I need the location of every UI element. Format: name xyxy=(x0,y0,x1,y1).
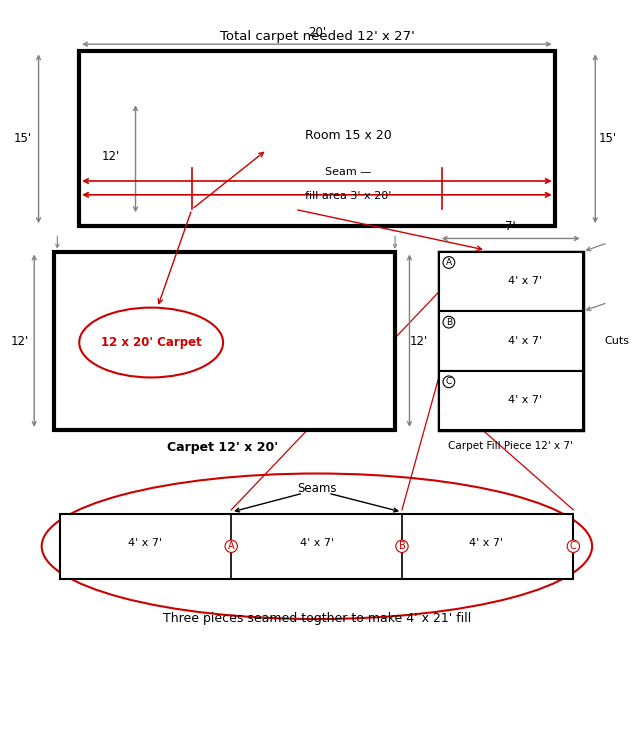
Bar xyxy=(439,252,583,430)
Text: 12': 12' xyxy=(410,335,428,347)
Ellipse shape xyxy=(79,308,223,378)
Bar xyxy=(439,311,583,371)
Text: A: A xyxy=(446,258,452,267)
Bar xyxy=(54,252,395,430)
Text: Seam —: Seam — xyxy=(325,167,371,177)
Text: 4' x 7': 4' x 7' xyxy=(469,537,503,548)
Text: Total carpet needed 12' x 27': Total carpet needed 12' x 27' xyxy=(220,29,414,43)
Bar xyxy=(439,371,583,430)
Text: B: B xyxy=(446,318,452,327)
Text: 4' x 7': 4' x 7' xyxy=(508,395,543,406)
Text: 4' x 7': 4' x 7' xyxy=(508,336,543,346)
Text: 15': 15' xyxy=(14,132,32,145)
Text: Seams: Seams xyxy=(297,481,337,495)
Text: 12 x 20' Carpet: 12 x 20' Carpet xyxy=(101,336,201,349)
Text: 20': 20' xyxy=(308,26,326,39)
Text: 12': 12' xyxy=(102,150,120,163)
Text: Carpet 12' x 20': Carpet 12' x 20' xyxy=(167,441,279,454)
Text: 7': 7' xyxy=(505,220,516,233)
Text: C: C xyxy=(446,378,452,386)
Text: 12': 12' xyxy=(11,335,29,347)
Text: A: A xyxy=(228,541,235,551)
Text: Room 15 x 20: Room 15 x 20 xyxy=(305,129,392,141)
Text: B: B xyxy=(399,541,405,551)
Text: Three pieces seamed togther to make 4' x 21' fill: Three pieces seamed togther to make 4' x… xyxy=(163,612,471,625)
Text: 15': 15' xyxy=(599,132,617,145)
Bar xyxy=(61,514,573,579)
Text: Cuts: Cuts xyxy=(604,336,629,346)
Text: C: C xyxy=(570,541,577,551)
Text: 4' x 7': 4' x 7' xyxy=(300,537,334,548)
Text: 4' x 7': 4' x 7' xyxy=(508,277,543,286)
Bar xyxy=(439,252,583,311)
Bar xyxy=(79,52,555,226)
Text: 4' x 7': 4' x 7' xyxy=(128,537,162,548)
Text: fill area 3' x 20': fill area 3' x 20' xyxy=(305,191,391,201)
Text: Carpet Fill Piece 12' x 7': Carpet Fill Piece 12' x 7' xyxy=(449,441,573,450)
